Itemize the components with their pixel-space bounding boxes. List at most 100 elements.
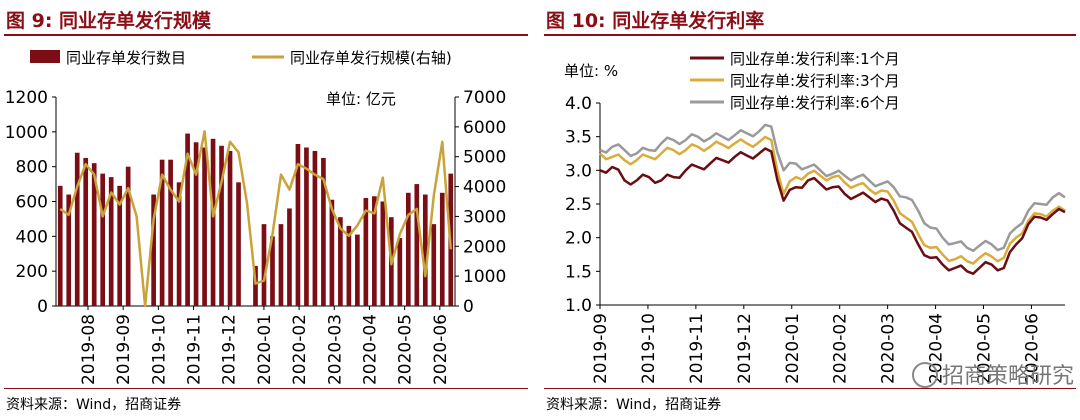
y-left-tick-label: 1000 (5, 123, 48, 143)
bar (176, 182, 182, 306)
bar (219, 145, 224, 306)
x-tick-label: 2020-05 (396, 314, 416, 385)
watermark: 招商策略研究 (911, 358, 1074, 390)
y-tick-label: 2.0 (565, 229, 592, 249)
x-tick-label: 2020-06 (431, 314, 451, 385)
bar (74, 152, 80, 306)
legend-box (685, 42, 985, 118)
bar (422, 194, 428, 306)
bar (439, 192, 445, 306)
x-tick-label: 2020-02 (831, 313, 851, 384)
x-tick-label: 2019-11 (185, 314, 205, 385)
bar (329, 199, 335, 306)
title-divider (544, 34, 1076, 36)
bar (295, 144, 301, 306)
y-tick-label: 2.5 (565, 195, 592, 215)
x-tick-label: 2020-02 (290, 314, 310, 385)
bar (355, 234, 360, 306)
issuance-volume-chart: 1200100080060040020007000600050004000300… (5, 49, 507, 385)
source-note: 资料来源：Wind，招商证券 (6, 397, 182, 413)
unit-label: 单位: 亿元 (326, 90, 396, 108)
bar (185, 133, 190, 306)
x-tick-label: 2019-09 (591, 313, 611, 384)
x-tick-label: 2019-10 (639, 313, 659, 384)
x-tick-label: 2019-10 (149, 314, 169, 385)
wechat-icon (911, 362, 938, 388)
legend-label: 同业存单:发行利率:6个月 (730, 94, 900, 112)
legend-label: 同业存单:发行利率:3个月 (730, 72, 900, 90)
bar (168, 159, 173, 306)
x-tick-label: 2020-01 (255, 314, 275, 385)
rate-line (599, 147, 1066, 275)
source-divider (544, 388, 1076, 389)
y-right-tick-label: 4000 (463, 178, 506, 198)
bar (159, 159, 165, 306)
bar (125, 166, 131, 306)
bar (431, 224, 437, 306)
bar (312, 150, 318, 306)
bar (100, 173, 106, 306)
bar (202, 147, 207, 306)
x-tick-label: 2019-12 (735, 313, 755, 384)
bar (236, 182, 241, 306)
bar (66, 194, 72, 306)
y-tick-label: 1.0 (565, 296, 592, 316)
title-divider (4, 34, 528, 36)
x-tick-label: 2019-09 (114, 314, 134, 385)
rate-line (599, 135, 1066, 265)
source-note: 资料来源：Wind，招商证券 (546, 397, 722, 413)
bar (210, 138, 216, 306)
y-tick-label: 4.0 (565, 94, 592, 114)
legend-label: 同业存单发行规模(右轴) (290, 49, 452, 67)
bar (363, 198, 369, 306)
x-tick-label: 2019-12 (220, 314, 240, 385)
x-tick-label: 2020-04 (360, 314, 380, 385)
chart-title: 图 10: 同业存单发行利率 (546, 10, 765, 32)
x-tick-label: 2020-03 (879, 313, 899, 384)
legend-swatch-bar (30, 50, 60, 63)
watermark-text: 招商策略研究 (941, 364, 1074, 389)
bar (253, 265, 258, 306)
bar (380, 201, 386, 306)
y-right-tick-label: 7000 (463, 88, 506, 108)
y-left-tick-label: 400 (16, 227, 48, 247)
scale-line (59, 130, 453, 308)
left-chart-panel: 图 9: 同业存单发行规模 1200 1000 800 600 400 200 0 7000 6… (4, 10, 528, 413)
bar (193, 142, 199, 306)
y-right-tick-label: 2000 (463, 237, 506, 257)
y-left-tick-label: 800 (16, 158, 48, 178)
y-tick-label: 3.5 (565, 128, 592, 148)
y-tick-label: 3.0 (565, 161, 592, 181)
bar (117, 185, 123, 306)
bar (346, 225, 352, 306)
y-right-tick-label: 5000 (463, 148, 506, 168)
x-tick-label: 2020-05 (975, 313, 995, 384)
y-right-tick-label: 6000 (463, 118, 506, 138)
y-left-tick-label: 200 (16, 262, 48, 282)
x-tick-label: 2020-06 (1022, 313, 1042, 384)
bar (397, 238, 403, 306)
bar (287, 208, 292, 306)
bar (57, 185, 63, 306)
bar (405, 192, 411, 306)
bar (338, 217, 343, 306)
bar (270, 236, 275, 306)
x-tick-label: 2020-03 (325, 314, 345, 385)
bar (278, 224, 284, 306)
y-tick-label: 1.5 (565, 262, 592, 282)
legend-label: 同业存单发行数目 (66, 49, 186, 67)
y-left-tick-label: 1200 (5, 88, 48, 108)
y-left-tick-label: 600 (16, 193, 48, 213)
y-right-tick-label: 3000 (463, 207, 506, 227)
bar (261, 224, 267, 306)
y-right-tick-label: 1000 (463, 267, 506, 287)
bar (227, 150, 233, 306)
right-chart-panel: 图 10: 同业存单发行利率 4.0 3.5 3.0 2.5 2.0 1.5 1.0 2019… (540, 0, 1080, 420)
bar (304, 147, 309, 306)
source-divider (4, 388, 528, 389)
bar (372, 196, 377, 306)
x-tick-label: 2020-01 (783, 313, 803, 384)
x-tick-label: 2019-11 (687, 313, 707, 384)
y-left-tick-label: 0 (37, 297, 48, 317)
